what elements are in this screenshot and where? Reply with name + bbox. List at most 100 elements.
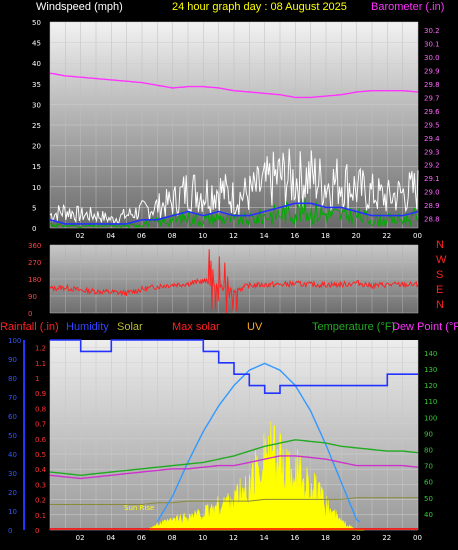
bottom-x-tick-label: 04 [106,534,115,542]
barometer-title: Barometer (.in) [371,1,444,13]
temperature-line [49,439,419,477]
rain-tick-label: 0.2 [35,497,46,505]
humidity-tick-label: 40 [8,451,17,459]
direction-tick-label: 180 [28,276,41,284]
humidity-tick-label: 60 [8,413,17,421]
barometer-tick-label: 29.8 [424,81,440,89]
bottom-x-tick-label: 08 [168,534,177,542]
rain-tick-label: 1.2 [35,345,46,353]
humidity-tick-label: 90 [8,356,17,364]
max-solar-label: Max solar [172,321,220,333]
direction-tick-label: 270 [28,259,41,267]
barometer-tick-label: 29.7 [424,94,440,102]
wind-tick-label: 35 [32,81,41,89]
wind-tick-label: 15 [32,163,41,171]
sun-rise-label: Sun Rise [124,504,154,512]
temperature-tick-label: 80 [424,446,433,454]
wind-tick-label: 20 [32,143,41,151]
barometer-tick-label: 28.8 [424,216,440,224]
dew-point-line [49,455,419,480]
rain-tick-label: 0.7 [35,421,46,429]
barometer-tick-label: 29.3 [424,148,440,156]
wind-direction-line [49,249,419,313]
temperature-tick-label: 50 [424,495,433,503]
barometer-tick-label: 29.9 [424,67,440,75]
bottom-x-tick-label: 12 [229,534,238,542]
direction-tick-label: 90 [28,293,37,301]
direction-series [49,249,419,313]
rain-tick-label: 0.8 [35,405,46,413]
bottom-x-tick-label: 22 [382,534,391,542]
wind-x-tick-label: 00 [413,232,422,240]
wind-x-tick-label: 22 [382,232,391,240]
wind-x-tick-label: 02 [76,232,85,240]
wind-x-tick-label: 04 [106,232,115,240]
bottom-x-tick-label: 00 [413,534,422,542]
wind-tick-label: 0 [32,225,36,233]
rain-tick-label: 0.6 [35,436,47,444]
barometer-tick-label: 30.2 [424,27,440,35]
wind-tick-label: 25 [32,122,41,130]
humidity-tick-label: 50 [8,432,17,440]
wind-gust-line [49,148,419,224]
wind-axis-ticks: 0 5 10 15 20 25 30 35 40 45 50 28.8 28.9 29.0 29.1 29.2… [32,19,440,240]
barometer-tick-label: 29.6 [424,108,440,116]
wind-x-tick-label: 20 [352,232,361,240]
wind-x-tick-label: 18 [321,232,330,240]
rain-tick-label: 1.1 [35,360,46,368]
temperature-tick-label: 100 [424,414,437,422]
humidity-tick-label: 70 [8,394,17,402]
bottom-x-tick-label: 18 [321,534,330,542]
humidity-tick-label: 100 [8,337,21,345]
wind-title: Windspeed (mph) [36,1,123,13]
wind-x-tick-label: 12 [229,232,238,240]
barometer-tick-label: 30.0 [424,54,440,62]
temperature-tick-label: 70 [424,463,433,471]
bottom-axis-ticks: 0 0.1 0.2 0.3 0.4 0.5 0.6 0.7 0.8 0.9 1 1.1 1.2 0 10 20… [8,337,437,542]
rain-tick-label: 0.9 [35,390,46,398]
bottom-x-tick-label: 06 [137,534,146,542]
humidity-tick-label: 0 [8,527,12,535]
temperature-tick-label: 40 [424,511,433,519]
wind-x-tick-label: 16 [290,232,299,240]
rain-tick-label: 0.1 [35,512,46,520]
wind-speed-line [49,198,419,229]
wind-x-tick-label: 10 [198,232,207,240]
bottom-x-tick-label: 16 [290,534,299,542]
uv-line [50,497,418,505]
bottom-x-tick-label: 02 [76,534,85,542]
direction-axis-ticks: 0 90 180 270 360 [28,242,41,318]
solar-label: Solar [117,321,143,333]
humidity-tick-label: 30 [8,470,17,478]
wind-series [49,72,419,229]
rain-tick-label: 0.5 [35,451,46,459]
temperature-tick-label: 140 [424,350,437,358]
humidity-tick-label: 20 [8,489,17,497]
direction-tick-label: 0 [28,310,32,318]
temperature-tick-label: 120 [424,382,437,390]
temperature-tick-label: 130 [424,366,437,374]
wind-average-line [49,202,419,225]
barometer-tick-label: 29.2 [424,162,440,170]
dew-point-label: Dew Point (°F [392,321,458,333]
rain-tick-label: 0.4 [35,466,47,474]
compass-label: E [436,284,443,296]
humidity-line [50,339,418,395]
temperature-tick-label: 60 [424,479,433,487]
rain-tick-label: 0.3 [35,481,46,489]
compass-label: N [436,239,444,251]
humidity-label: Humidity [66,321,109,333]
wind-x-tick-label: 08 [168,232,177,240]
wind-x-tick-label: 06 [137,232,146,240]
compass-label: S [436,269,443,281]
humidity-tick-label: 80 [8,375,17,383]
temperature-tick-label: 110 [424,398,437,406]
bottom-x-tick-label: 14 [260,534,269,542]
direction-tick-label: 360 [28,242,41,250]
rain-tick-label: 0 [35,527,39,535]
compass-label: N [436,299,444,311]
bottom-x-tick-label: 10 [198,534,207,542]
bottom-series [49,339,419,531]
